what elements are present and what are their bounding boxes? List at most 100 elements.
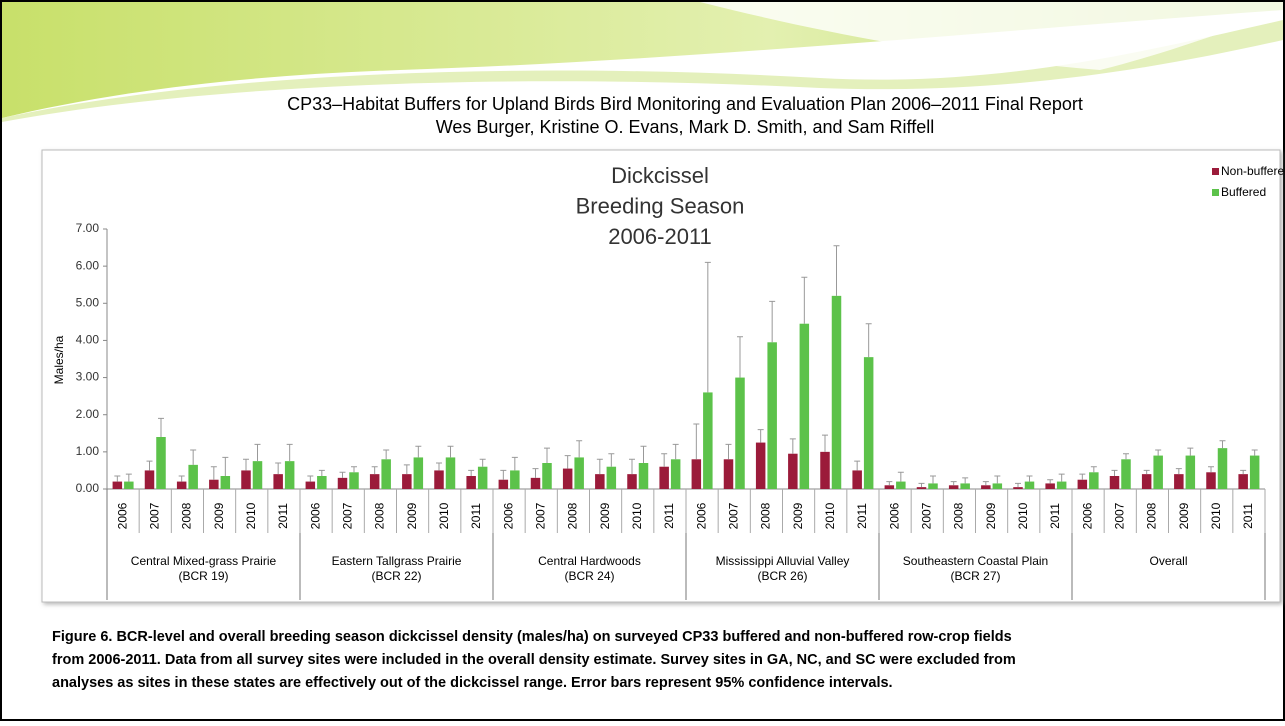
bar xyxy=(1077,479,1088,489)
error-bar xyxy=(918,482,925,488)
x-tick-label: 2009 xyxy=(1177,502,1191,529)
bar xyxy=(156,437,166,489)
bar xyxy=(799,323,810,489)
bar xyxy=(735,377,745,489)
group-label: Central Mixed-grass Prairie xyxy=(131,554,277,568)
y-tick-label: 3.00 xyxy=(76,370,100,384)
chart: Dickcissel Breeding Season 2006-2011 Males/… xyxy=(52,163,1285,600)
bar xyxy=(498,479,509,489)
error-bar xyxy=(1251,449,1258,456)
error-bar xyxy=(275,462,282,475)
bar xyxy=(1217,448,1228,489)
bar xyxy=(1121,459,1131,489)
caption-line: from 2006-2011. Data from all survey sit… xyxy=(52,652,1016,668)
bar xyxy=(305,481,316,489)
error-bar xyxy=(629,458,635,475)
error-bar xyxy=(479,458,486,467)
error-bar xyxy=(1015,482,1021,488)
error-bar xyxy=(661,453,668,467)
bar xyxy=(948,485,959,489)
error-bar xyxy=(500,469,507,480)
bar xyxy=(992,483,1003,489)
error-bar xyxy=(801,276,808,324)
error-bar xyxy=(769,300,776,343)
error-bar xyxy=(544,447,550,463)
bar xyxy=(1109,476,1120,489)
x-tick-label: 2007 xyxy=(340,502,354,529)
x-tick-label: 2008 xyxy=(373,502,387,529)
error-bar xyxy=(1175,468,1182,475)
x-tick-label: 2011 xyxy=(855,503,869,529)
group-label: (BCR 19) xyxy=(178,569,228,583)
error-bar xyxy=(1047,479,1054,484)
x-tick-label: 2006 xyxy=(887,502,901,529)
group-label: (BCR 27) xyxy=(950,569,1000,583)
error-bar xyxy=(146,460,153,471)
bar xyxy=(916,487,927,489)
error-bar xyxy=(576,440,583,458)
bar xyxy=(317,476,327,489)
x-tick-label: 2011 xyxy=(1241,503,1255,529)
error-bar xyxy=(672,443,679,460)
x-tick-label: 2011 xyxy=(276,503,290,529)
x-tick-label: 2007 xyxy=(919,502,933,529)
error-bar xyxy=(950,481,957,486)
bar xyxy=(981,485,991,489)
bar xyxy=(209,479,219,489)
error-bar xyxy=(222,456,229,476)
error-bar xyxy=(1155,449,1162,456)
error-bar xyxy=(307,475,314,482)
group-label: (BCR 24) xyxy=(564,569,614,583)
error-bar xyxy=(415,445,422,458)
caption-line: Figure 6. BCR-level and overall breeding… xyxy=(52,629,1012,645)
y-tick-label: 5.00 xyxy=(76,295,100,309)
error-bar xyxy=(564,455,571,469)
group-label: Overall xyxy=(1149,554,1187,568)
bar xyxy=(767,342,777,489)
bar xyxy=(144,470,155,489)
bar xyxy=(530,477,541,489)
error-bar xyxy=(994,475,1001,484)
bar xyxy=(831,295,842,489)
error-bar xyxy=(243,458,249,471)
bar xyxy=(659,466,669,489)
bar xyxy=(284,461,295,489)
bar xyxy=(112,481,123,489)
legend-label: Buffered xyxy=(1221,185,1266,199)
bar xyxy=(510,470,520,489)
legend-label: Non-buffered xyxy=(1221,164,1285,178)
bar xyxy=(896,481,906,489)
bar xyxy=(124,481,134,489)
error-bar xyxy=(725,443,732,460)
error-bar xyxy=(383,449,390,460)
x-tick-label: 2010 xyxy=(1016,502,1030,529)
chart-title: Breeding Season xyxy=(576,193,745,218)
error-bar xyxy=(1079,473,1086,480)
error-bar xyxy=(318,469,325,476)
error-bar xyxy=(1058,473,1065,482)
y-axis-label: Males/ha xyxy=(52,335,66,384)
bar xyxy=(337,477,348,489)
error-bar xyxy=(1208,466,1214,473)
bar xyxy=(691,459,702,489)
bar xyxy=(369,474,380,489)
error-bar xyxy=(1240,469,1247,475)
y-tick-label: 1.00 xyxy=(76,444,100,458)
error-bar xyxy=(1143,469,1150,475)
error-bar xyxy=(1111,469,1118,476)
bar xyxy=(703,392,713,489)
x-tick-label: 2010 xyxy=(630,502,644,529)
caption-line: analyses as sites in these states are ef… xyxy=(52,675,893,691)
error-bar xyxy=(532,468,539,478)
error-bar xyxy=(982,481,989,486)
y-tick-label: 0.00 xyxy=(76,481,100,495)
bar xyxy=(413,457,424,489)
error-bar xyxy=(1026,475,1033,482)
x-tick-label: 2011 xyxy=(469,503,483,529)
error-bar xyxy=(339,471,346,478)
error-bar xyxy=(158,417,164,437)
error-bar xyxy=(286,443,293,462)
x-tick-label: 2008 xyxy=(952,502,966,529)
